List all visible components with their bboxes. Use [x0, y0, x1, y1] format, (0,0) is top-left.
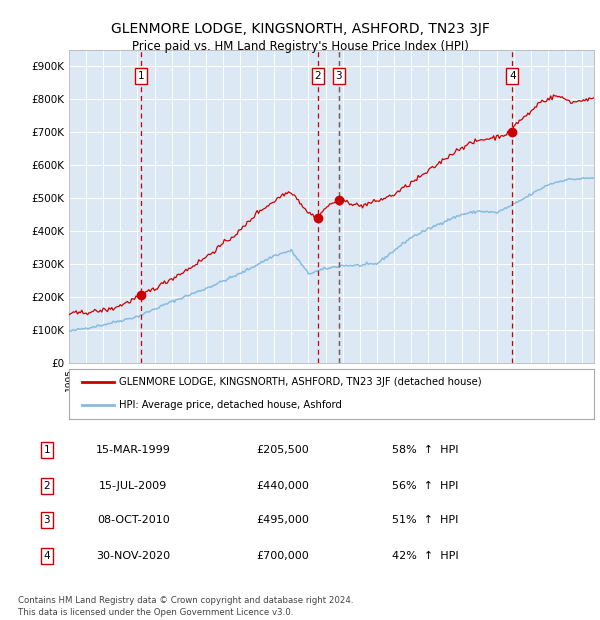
- Text: 3: 3: [335, 71, 342, 81]
- Text: 2: 2: [314, 71, 321, 81]
- Text: £495,000: £495,000: [257, 515, 310, 525]
- Text: 4: 4: [509, 71, 515, 81]
- Text: 58%  ↑  HPI: 58% ↑ HPI: [392, 445, 459, 455]
- Text: GLENMORE LODGE, KINGSNORTH, ASHFORD, TN23 3JF: GLENMORE LODGE, KINGSNORTH, ASHFORD, TN2…: [110, 22, 490, 36]
- Text: 08-OCT-2010: 08-OCT-2010: [97, 515, 170, 525]
- Text: 2: 2: [43, 481, 50, 491]
- Text: 3: 3: [43, 515, 50, 525]
- Text: 51%  ↑  HPI: 51% ↑ HPI: [392, 515, 459, 525]
- Text: HPI: Average price, detached house, Ashford: HPI: Average price, detached house, Ashf…: [119, 400, 342, 410]
- Text: £700,000: £700,000: [257, 551, 310, 561]
- Text: £205,500: £205,500: [257, 445, 310, 455]
- Text: 1: 1: [137, 71, 145, 81]
- Text: GLENMORE LODGE, KINGSNORTH, ASHFORD, TN23 3JF (detached house): GLENMORE LODGE, KINGSNORTH, ASHFORD, TN2…: [119, 378, 482, 388]
- Text: 56%  ↑  HPI: 56% ↑ HPI: [392, 481, 459, 491]
- Text: Price paid vs. HM Land Registry's House Price Index (HPI): Price paid vs. HM Land Registry's House …: [131, 40, 469, 53]
- Text: 4: 4: [43, 551, 50, 561]
- Text: 42%  ↑  HPI: 42% ↑ HPI: [392, 551, 459, 561]
- Text: 15-JUL-2009: 15-JUL-2009: [99, 481, 167, 491]
- Text: Contains HM Land Registry data © Crown copyright and database right 2024.
This d: Contains HM Land Registry data © Crown c…: [18, 596, 353, 617]
- Text: 30-NOV-2020: 30-NOV-2020: [96, 551, 170, 561]
- Text: £440,000: £440,000: [257, 481, 310, 491]
- Text: 15-MAR-1999: 15-MAR-1999: [96, 445, 170, 455]
- Text: 1: 1: [43, 445, 50, 455]
